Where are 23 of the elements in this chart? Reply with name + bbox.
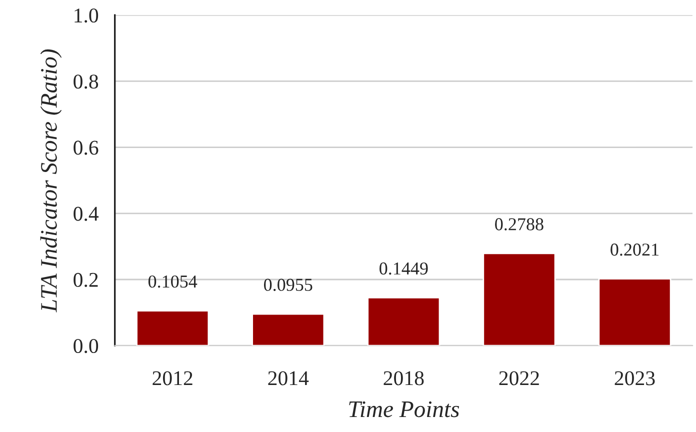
y-tick-label: 0.2 bbox=[74, 272, 98, 288]
y-tick-label: 0.0 bbox=[74, 338, 98, 354]
bar bbox=[367, 297, 440, 346]
data-label: 0.1054 bbox=[148, 275, 198, 288]
data-label: 0.2788 bbox=[495, 218, 544, 230]
y-axis-title: LTA Indicator Score (Ratio) bbox=[40, 49, 62, 312]
bar bbox=[598, 278, 672, 346]
data-label: 0.0955 bbox=[264, 278, 312, 292]
bar bbox=[482, 252, 556, 346]
x-tick-label: 2022 bbox=[499, 371, 539, 386]
x-axis-title: Time Points bbox=[349, 401, 460, 418]
y-tick-label: 0.8 bbox=[74, 74, 98, 89]
bar bbox=[252, 313, 325, 346]
x-tick-label: 2012 bbox=[152, 371, 192, 386]
data-label: 0.2021 bbox=[610, 244, 658, 256]
bar bbox=[136, 310, 210, 346]
x-tick-label: 2014 bbox=[268, 371, 309, 386]
y-tick-label: 0.6 bbox=[74, 140, 98, 155]
y-tick-label: 1.0 bbox=[74, 8, 98, 23]
data-label: 0.1449 bbox=[380, 262, 428, 275]
x-tick-label: 2018 bbox=[384, 371, 424, 386]
x-tick-label: 2023 bbox=[614, 371, 655, 386]
y-tick-label: 0.4 bbox=[74, 206, 99, 221]
